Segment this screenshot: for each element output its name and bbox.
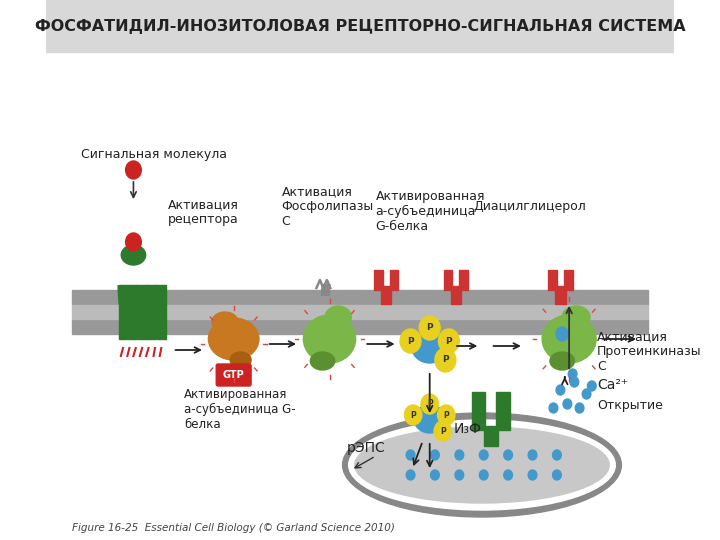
Text: Активация
рецептора: Активация рецептора — [168, 198, 239, 226]
Bar — [73, 319, 647, 334]
Text: Активированная
а-субъединица
G-белка: Активированная а-субъединица G-белка — [376, 190, 485, 233]
Text: P: P — [440, 427, 446, 435]
Circle shape — [406, 470, 415, 480]
FancyBboxPatch shape — [216, 364, 251, 386]
Ellipse shape — [550, 352, 575, 370]
Ellipse shape — [230, 352, 251, 368]
Circle shape — [588, 381, 596, 391]
Ellipse shape — [562, 306, 590, 328]
Circle shape — [125, 233, 141, 251]
Bar — [157, 285, 166, 339]
Ellipse shape — [303, 315, 356, 363]
Text: Активация
Фосфолипазы
С: Активация Фосфолипазы С — [282, 185, 374, 228]
Circle shape — [480, 470, 488, 480]
Text: Активированная
а-субъединица G-
белка: Активированная а-субъединица G- белка — [184, 388, 296, 431]
Ellipse shape — [208, 318, 259, 360]
Ellipse shape — [411, 329, 448, 363]
Text: Сигнальная молекула: Сигнальная молекула — [81, 148, 228, 161]
Circle shape — [570, 377, 579, 387]
Text: P: P — [444, 410, 449, 420]
Circle shape — [582, 389, 591, 399]
Circle shape — [504, 450, 513, 460]
Circle shape — [434, 421, 451, 441]
Text: Figure 16-25  Essential Cell Biology (© Garland Science 2010): Figure 16-25 Essential Cell Biology (© G… — [73, 523, 395, 533]
Circle shape — [549, 403, 558, 413]
Bar — [73, 305, 647, 319]
Text: Ca²⁺: Ca²⁺ — [597, 378, 628, 392]
Circle shape — [528, 450, 537, 460]
Bar — [390, 270, 398, 290]
Circle shape — [552, 470, 562, 480]
Bar — [484, 426, 498, 446]
Circle shape — [431, 450, 439, 460]
Circle shape — [556, 385, 564, 395]
Circle shape — [419, 316, 440, 340]
Circle shape — [480, 450, 488, 460]
Bar — [128, 285, 137, 339]
Circle shape — [556, 327, 568, 341]
Circle shape — [438, 405, 455, 425]
Circle shape — [455, 450, 464, 460]
Bar — [472, 392, 485, 430]
Circle shape — [528, 470, 537, 480]
Bar — [138, 285, 146, 339]
Bar — [496, 392, 510, 430]
Bar — [374, 270, 382, 290]
Ellipse shape — [355, 427, 609, 503]
Circle shape — [435, 348, 456, 372]
Text: P: P — [410, 410, 416, 420]
Text: GTP: GTP — [222, 370, 245, 380]
Circle shape — [563, 399, 572, 409]
Circle shape — [421, 394, 438, 414]
Bar — [451, 286, 461, 304]
Circle shape — [406, 450, 415, 460]
Circle shape — [431, 470, 439, 480]
Text: ФОСФАТИДИЛ-ИНОЗИТОЛОВАЯ РЕЦЕПТОРНО-СИГНАЛЬНАЯ СИСТЕМА: ФОСФАТИДИЛ-ИНОЗИТОЛОВАЯ РЕЦЕПТОРНО-СИГНА… — [35, 18, 685, 33]
Text: P: P — [426, 323, 433, 333]
Ellipse shape — [348, 420, 616, 510]
Circle shape — [504, 470, 513, 480]
Bar — [459, 270, 468, 290]
Text: Активация
Протеинкиназы
С: Активация Протеинкиназы С — [597, 330, 701, 373]
Bar — [46, 0, 674, 52]
Circle shape — [552, 450, 562, 460]
Bar — [381, 286, 392, 304]
Ellipse shape — [414, 405, 446, 433]
Text: И₃Ф: И₃Ф — [454, 422, 482, 436]
Bar — [73, 290, 647, 305]
Circle shape — [400, 329, 421, 353]
Circle shape — [575, 403, 584, 413]
Circle shape — [438, 329, 459, 353]
Bar — [119, 285, 127, 339]
Text: P: P — [442, 355, 449, 364]
Circle shape — [125, 161, 141, 179]
Circle shape — [405, 405, 422, 425]
Ellipse shape — [542, 315, 596, 363]
Circle shape — [455, 470, 464, 480]
Text: рЭПС: рЭПС — [347, 441, 386, 455]
Bar — [148, 285, 156, 339]
Ellipse shape — [212, 312, 238, 332]
Ellipse shape — [325, 306, 351, 328]
Text: P: P — [427, 400, 433, 408]
Text: P: P — [446, 336, 452, 346]
Bar — [564, 270, 572, 290]
Bar — [548, 270, 557, 290]
Ellipse shape — [343, 413, 621, 517]
Text: P: P — [408, 336, 414, 346]
Text: Открытие: Открытие — [597, 400, 663, 413]
Ellipse shape — [310, 352, 335, 370]
Bar — [555, 286, 566, 304]
Text: Диацилглицерол: Диацилглицерол — [473, 200, 586, 213]
Ellipse shape — [121, 245, 145, 265]
Circle shape — [568, 369, 577, 379]
Bar — [444, 270, 452, 290]
